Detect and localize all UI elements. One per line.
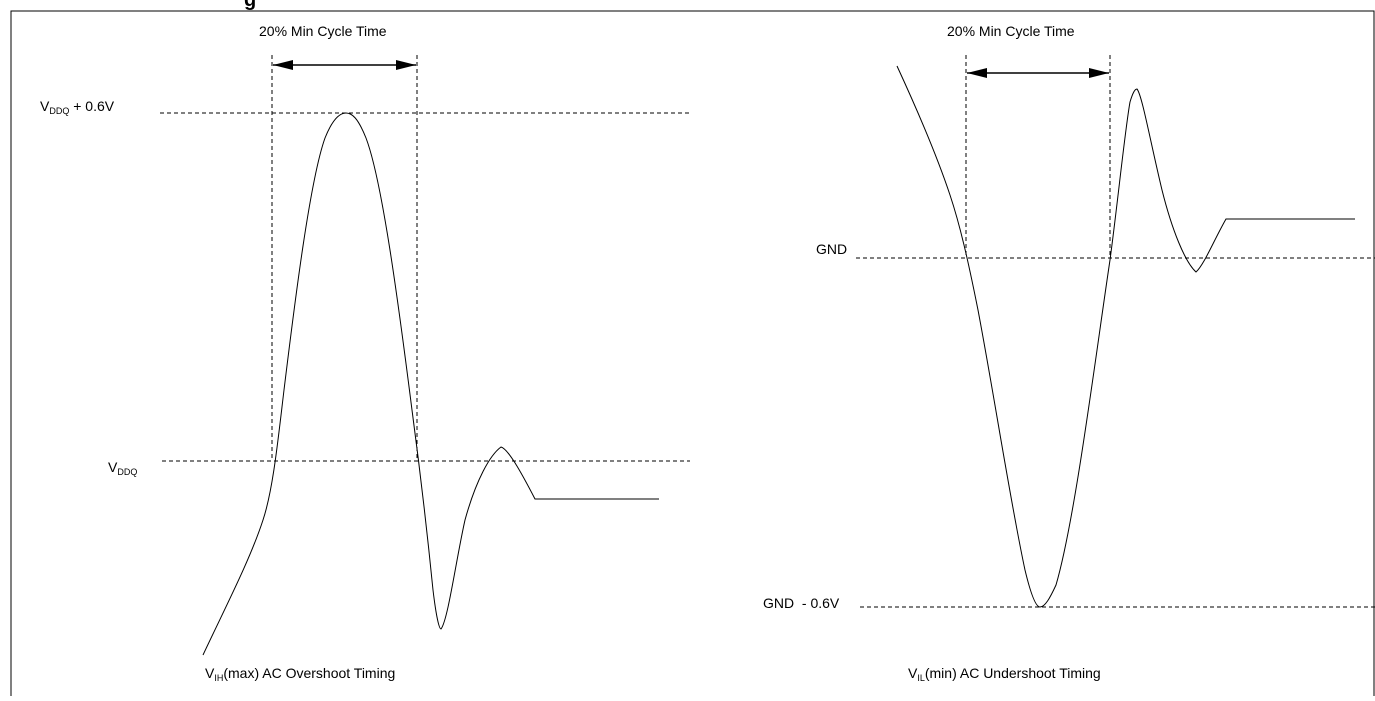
figure-border xyxy=(10,10,1375,701)
undershoot-panel xyxy=(856,55,1375,608)
figure-title-fragment: g xyxy=(244,0,257,11)
undershoot-dimension-label: 20% Min Cycle Time xyxy=(947,23,1075,39)
overshoot-upper-level-label: VDDQ + 0.6V xyxy=(40,98,115,116)
undershoot-waveform xyxy=(896,65,1355,608)
overshoot-caption: VIH(max) AC Overshoot Timing xyxy=(205,665,396,683)
overshoot-dimension-label: 20% Min Cycle Time xyxy=(259,23,387,39)
undershoot-upper-level-label: GND xyxy=(816,241,848,257)
undershoot-lower-level-label: GND - 0.6V xyxy=(763,595,840,611)
overshoot-waveform xyxy=(202,112,659,656)
overshoot-lower-level-label: VDDQ xyxy=(108,459,138,477)
overshoot-panel xyxy=(160,55,690,656)
undershoot-caption: VIL(min) AC Undershoot Timing xyxy=(908,665,1101,683)
